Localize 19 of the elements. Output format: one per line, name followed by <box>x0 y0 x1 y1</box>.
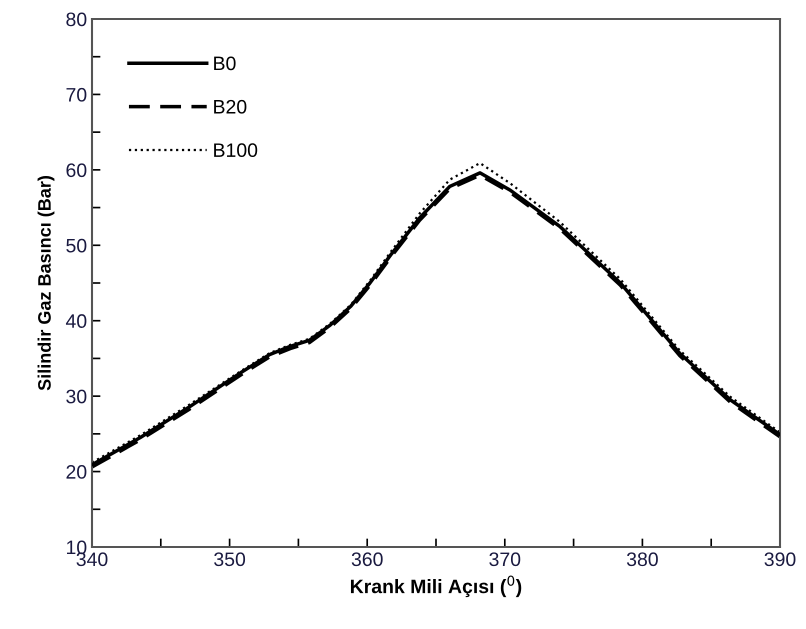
y-tick-label: 30 <box>66 390 86 404</box>
y-tick-label: 40 <box>66 314 86 328</box>
y-tick-label: 70 <box>66 88 86 102</box>
x-tick-label: 380 <box>626 552 658 566</box>
y-tick-label: 10 <box>66 540 86 554</box>
y-tick-label: 50 <box>66 238 86 253</box>
x-tick-label: 340 <box>76 552 108 566</box>
x-axis-title: Krank Mili Açısı ($^{0}$) <box>350 576 522 598</box>
y-tick-label: 20 <box>66 465 86 479</box>
y-tick-label: 60 <box>66 163 86 178</box>
x-tick-label: 370 <box>489 552 520 566</box>
x-tick-label: 390 <box>764 552 796 566</box>
legend-label: B100 <box>214 143 258 158</box>
y-tick-label: 80 <box>66 12 86 26</box>
y-axis-title: Silindir Gaz Basıncı (Bar) <box>38 176 54 390</box>
legend-label: B20 <box>214 100 246 114</box>
x-tick-label: 360 <box>352 552 383 566</box>
x-tick-label: 350 <box>214 552 246 566</box>
legend-label: B0 <box>214 56 236 70</box>
